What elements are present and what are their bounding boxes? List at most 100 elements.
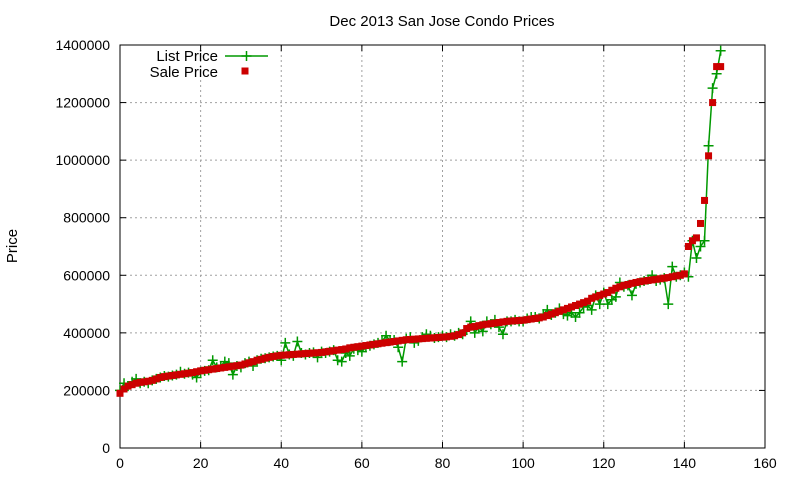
sale-price-point: [535, 314, 543, 322]
sale-price-point: [539, 313, 547, 321]
legend-label-list-price: List Price: [156, 48, 218, 65]
sale-price-point: [547, 310, 555, 318]
sale-price-point: [176, 370, 184, 378]
sale-price-point: [426, 334, 434, 342]
sale-price-point: [120, 385, 128, 393]
sale-price-point: [620, 281, 628, 289]
sale-price-point: [487, 320, 495, 328]
sale-price-point: [604, 289, 612, 297]
sale-price-point: [471, 323, 479, 331]
sale-price-point: [434, 333, 442, 341]
sale-price-point: [568, 303, 575, 311]
sale-price-point: [503, 317, 511, 325]
sale-price-point: [467, 323, 475, 331]
sale-price-point: [257, 355, 265, 363]
sale-price-point: [330, 347, 338, 355]
sale-price-point: [209, 365, 217, 373]
legend-swatch-list-price-marker: [241, 51, 252, 61]
list-price-point: [336, 356, 347, 367]
list-price-point: [344, 350, 355, 361]
sale-price-point: [483, 320, 491, 328]
sale-price-point: [205, 366, 213, 374]
sale-price-point: [563, 304, 571, 312]
sale-price-point: [346, 344, 354, 352]
x-axis: 0 20 40 60 80 100 120 140 160: [116, 45, 777, 471]
sale-price-point: [225, 363, 233, 371]
sale-price-point: [692, 234, 700, 242]
sale-price-point: [289, 350, 297, 358]
sale-price-point: [342, 345, 350, 353]
sale-price-point: [463, 325, 471, 333]
grid: [120, 45, 765, 448]
sale-price-point: [229, 362, 237, 370]
sale-price-point: [600, 290, 608, 298]
sale-price-point: [366, 341, 374, 349]
x-tick-label: 160: [753, 455, 777, 471]
sale-price-point: [523, 316, 531, 324]
list-price-point: [711, 68, 722, 79]
sale-price-point: [519, 316, 527, 324]
sale-price-point: [213, 365, 221, 373]
list-price-point: [715, 45, 726, 56]
x-tick-label: 0: [116, 455, 124, 471]
sale-price-point: [132, 379, 140, 387]
sale-price-point: [358, 342, 366, 350]
sale-price-point: [185, 369, 193, 377]
sale-price-point: [314, 349, 322, 357]
sale-price-point: [414, 335, 422, 343]
sale-price-point: [237, 361, 245, 369]
sale-price-point: [128, 381, 136, 389]
list-price-point: [497, 329, 508, 340]
sale-price-point: [455, 331, 463, 339]
list-price-point: [610, 291, 621, 302]
sale-price-point: [459, 329, 467, 337]
sale-price-point: [495, 318, 503, 326]
sale-price-point: [580, 299, 588, 307]
sale-price-point: [576, 300, 584, 308]
sale-price-point: [301, 350, 309, 358]
sale-price-point: [136, 378, 144, 386]
sale-price-point: [713, 63, 721, 71]
sale-price-point: [644, 276, 652, 284]
sale-price-point: [555, 307, 563, 315]
sale-price-point: [624, 280, 632, 288]
list-price-point: [586, 304, 597, 315]
sale-price-point: [245, 359, 253, 367]
sale-price-point: [354, 343, 362, 351]
sale-price-point: [370, 340, 378, 348]
sale-price-point: [156, 373, 164, 381]
sale-price-point: [362, 342, 370, 350]
sale-price-point: [124, 382, 132, 390]
sale-price-point: [660, 274, 668, 282]
sale-price-point: [684, 243, 692, 250]
x-tick-label: 120: [592, 455, 616, 471]
legend: List Price Sale Price: [150, 48, 268, 81]
list-price-point: [227, 369, 238, 380]
y-tick-label: 400000: [63, 325, 110, 341]
list-price-point: [292, 336, 303, 347]
sale-price-point: [475, 322, 483, 330]
sale-price-point: [608, 286, 616, 294]
sale-price-point: [559, 306, 567, 314]
sale-price-point: [390, 337, 398, 345]
sale-price-point: [439, 333, 446, 341]
sale-price-point: [656, 275, 664, 283]
sale-price-point: [491, 319, 499, 327]
sale-price-point: [221, 363, 229, 371]
sale-price-point: [572, 302, 580, 310]
x-tick-label: 140: [673, 455, 697, 471]
sale-price-point: [181, 370, 188, 378]
series-sale-price: [116, 63, 725, 397]
sale-price-point: [293, 350, 301, 358]
sale-price-point: [447, 332, 455, 340]
y-axis-title: Price: [4, 229, 21, 263]
sale-price-point: [168, 371, 176, 379]
sale-price-point: [507, 317, 515, 325]
sale-price-point: [249, 358, 257, 366]
list-price-point: [703, 140, 714, 151]
sale-price-point: [680, 270, 688, 278]
sale-price-point: [172, 371, 180, 379]
sale-price-point: [543, 312, 551, 320]
sale-price-point: [652, 275, 660, 283]
sale-price-point: [338, 346, 346, 354]
